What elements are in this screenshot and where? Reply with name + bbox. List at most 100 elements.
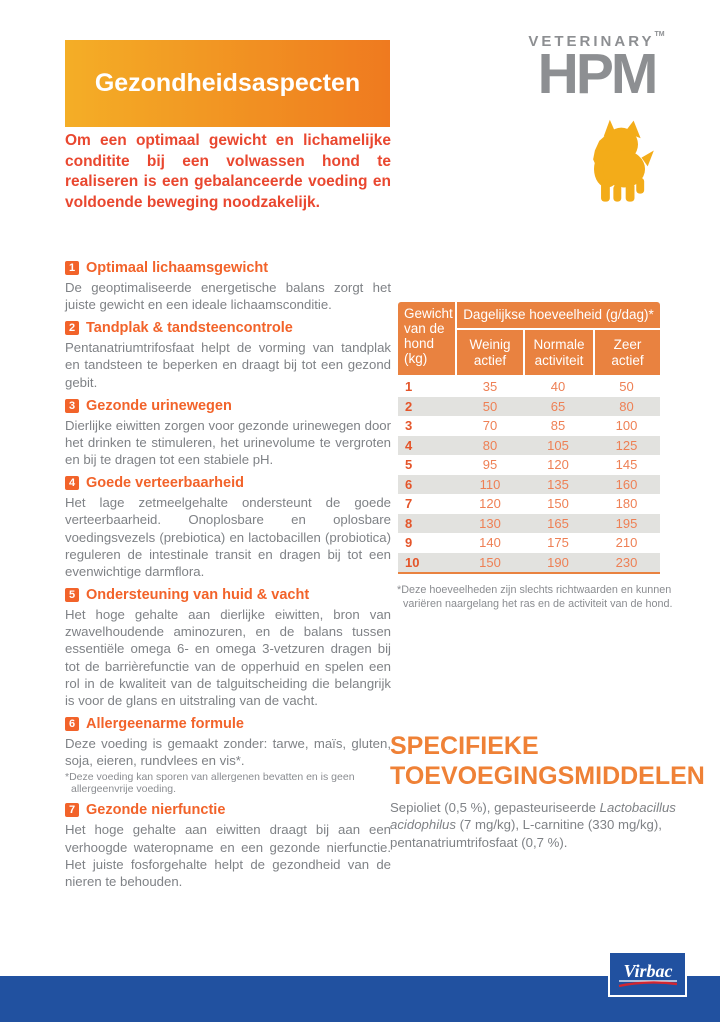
section-title: Gezonde nierfunctie — [86, 802, 226, 819]
additives-title: SPECIFIEKE TOEVOEGINGSMIDDELEN — [390, 732, 705, 790]
amount-cell: 140 — [479, 535, 501, 551]
amount-cell: 100 — [615, 418, 638, 434]
weight-cell: 8 — [405, 515, 413, 531]
table-row: 6 110 135 160 — [398, 474, 660, 494]
table-row: 4 80 105 125 — [398, 435, 660, 455]
section-urinewegen: 3 Gezonde urinewegen Dierlijke eiwitten … — [65, 398, 391, 468]
weight-cell: 6 — [405, 476, 413, 492]
section-huid-vacht: 5 Ondersteuning van huid & vacht Het hog… — [65, 587, 391, 709]
weight-cell: 3 — [405, 418, 413, 434]
amount-cell: 190 — [547, 554, 569, 570]
weight-cell: 10 — [405, 554, 420, 570]
amount-cell: 85 — [550, 418, 566, 434]
section-title: Gezonde urinewegen — [86, 397, 232, 414]
page-title: Gezondheidsaspecten — [94, 69, 361, 97]
amount-cell: 70 — [482, 418, 498, 434]
amount-cell: 135 — [547, 476, 569, 492]
section-nierfunctie: 7 Gezonde nierfunctie Het hoge gehalte a… — [65, 802, 391, 890]
section-optimaal-lichaamsgewicht: 1 Optimaal lichaamsgewicht De geoptimali… — [65, 260, 391, 313]
table-row: 10 150 190 230 — [398, 552, 660, 572]
table-footnote: *Deze hoeveelheden zijn slechts richtwaa… — [397, 584, 673, 611]
table-row: 2 50 65 80 — [398, 396, 660, 416]
amount-cell: 50 — [482, 398, 498, 414]
amount-cell: 210 — [615, 535, 638, 551]
section-body: Deze voeding is gemaakt zonder: tarwe, m… — [65, 735, 391, 769]
feeding-table: Gewicht van de hond (kg) Dagelijkse hoev… — [398, 302, 660, 574]
section-body: De geoptimaliseerde energetische balans … — [65, 280, 391, 313]
section-tandplak: 2 Tandplak & tandsteencontrole Pentanatr… — [65, 320, 391, 390]
section-body: Dierlijke eiwitten zorgen voor gezonde u… — [65, 417, 391, 468]
amount-cell: 120 — [547, 457, 569, 473]
weight-cell: 2 — [405, 398, 413, 414]
column-header-weinig-actief: Weinig actief — [457, 330, 523, 375]
weight-cell: 4 — [405, 437, 413, 453]
table-row: 5 95 120 145 — [398, 455, 660, 475]
table-row: 8 130 165 195 — [398, 513, 660, 533]
amount-cell: 130 — [479, 515, 501, 531]
page-title-banner: Gezondheidsaspecten — [65, 40, 390, 127]
virbac-logo-text: Virbac — [623, 961, 672, 981]
section-number-badge: 2 — [65, 321, 79, 336]
section-body: Pentanatriumtrifosfaat helpt de vorming … — [65, 340, 391, 390]
section-body: Het hoge gehalte aan eiwitten draagt bij… — [65, 822, 391, 889]
amount-cell: 105 — [547, 437, 569, 453]
additives-body: Sepioliet (0,5 %), gepasteuriseerde Lact… — [390, 800, 676, 850]
weight-cell: 1 — [405, 379, 413, 395]
section-number-badge: 1 — [65, 261, 79, 275]
amount-cell: 150 — [479, 554, 501, 570]
footer-bar — [0, 976, 720, 1022]
table-row: 9 140 175 210 — [398, 533, 660, 553]
section-body: Het lage zetmeelgehalte ondersteunt de g… — [65, 495, 391, 579]
table-row: 3 70 85 100 — [398, 416, 660, 436]
amount-cell: 120 — [479, 496, 501, 512]
intro-text: Om een optimaal gewicht en lichamelijke … — [65, 132, 391, 211]
amount-cell: 50 — [619, 379, 634, 395]
health-sections: 1 Optimaal lichaamsgewicht De geoptimali… — [65, 260, 391, 897]
additives-block: SPECIFIEKE TOEVOEGINGSMIDDELEN Sepioliet… — [390, 732, 716, 851]
amount-cell: 125 — [615, 437, 638, 453]
amount-cell: 80 — [619, 398, 634, 414]
amount-cell: 175 — [547, 535, 569, 551]
weight-cell: 5 — [405, 457, 413, 473]
trademark-symbol: TM — [654, 31, 665, 38]
table-row: 7 120 150 180 — [398, 494, 660, 514]
feeding-table-header: Gewicht van de hond (kg) Dagelijkse hoev… — [398, 302, 660, 375]
amount-cell: 230 — [615, 554, 638, 570]
section-title: Allergeenarme formule — [86, 715, 244, 732]
amount-cell: 165 — [547, 515, 569, 531]
section-number-badge: 3 — [65, 398, 79, 413]
amount-cell: 180 — [615, 496, 638, 512]
section-title: Optimaal lichaamsgewicht — [86, 260, 269, 276]
feeding-table-body: 1 35 40 50 2 50 65 80 3 70 85 100 4 80 105 125 5 95 120 145… — [398, 377, 660, 572]
amount-cell: 150 — [547, 496, 569, 512]
daily-amount-header: Dagelijkse hoeveelheid (g/dag)* — [457, 302, 660, 328]
amount-cell: 35 — [482, 379, 498, 395]
section-allergeenarm: 6 Allergeenarme formule Deze voeding is … — [65, 716, 391, 795]
logo-veterinary-text: VETERINARYTM — [528, 31, 665, 50]
amount-cell: 160 — [615, 476, 638, 492]
section-title: Goede verteerbaarheid — [86, 475, 244, 492]
amount-cell: 95 — [482, 457, 498, 473]
amount-cell: 80 — [482, 437, 498, 453]
amount-cell: 145 — [615, 457, 638, 473]
section-title: Ondersteuning van huid & vacht — [86, 587, 310, 604]
weight-column-header: Gewicht van de hond (kg) — [398, 302, 455, 375]
species-name: Lactobacillus acidophilus — [390, 800, 676, 833]
amount-cell: 65 — [550, 398, 566, 414]
column-header-zeer-actief: Zeer actief — [595, 330, 660, 375]
amount-cell: 195 — [615, 515, 638, 531]
table-row: 1 35 40 50 — [398, 377, 660, 397]
virbac-logo: Virbac — [608, 951, 687, 997]
column-header-normale-activiteit: Normale activiteit — [525, 330, 593, 375]
section-number-badge: 5 — [65, 588, 79, 603]
amount-cell: 110 — [479, 476, 501, 492]
section-number-badge: 4 — [65, 476, 79, 491]
section-body: Het hoge gehalte aan dierlijke eiwitten,… — [65, 607, 391, 708]
weight-cell: 9 — [405, 535, 413, 551]
veterinary-hpm-logo: VETERINARYTM HPM — [509, 31, 684, 106]
logo-hpm-text: HPM — [537, 42, 659, 106]
section-verteerbaarheid: 4 Goede verteerbaarheid Het lage zetmeel… — [65, 475, 391, 580]
section-title: Tandplak & tandsteencontrole — [86, 320, 293, 337]
section-footnote: *Deze voeding kan sporen van allergenen … — [65, 771, 355, 796]
section-number-badge: 7 — [65, 803, 79, 818]
